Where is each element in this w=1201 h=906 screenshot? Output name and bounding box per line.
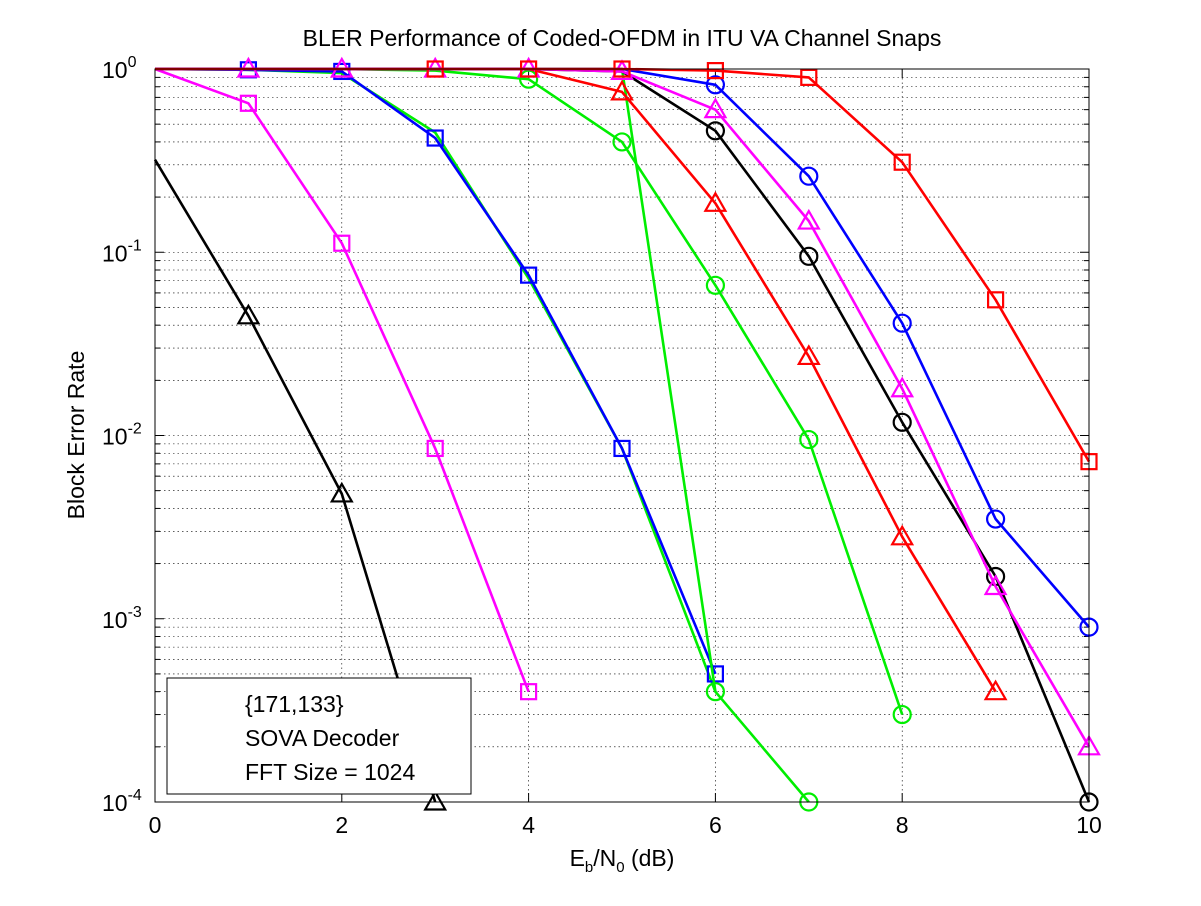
axis-ticks: 0 2 4 6 8 10 100 10-1 10-2 10-3 10-4	[102, 54, 1102, 838]
data-point-circle	[705, 682, 726, 702]
data-point-circle	[799, 246, 819, 266]
data-point-triangle	[236, 303, 261, 325]
x-tick-label: 6	[709, 812, 722, 838]
data-point-triangle	[983, 574, 1008, 596]
annotation-line-2: SOVA Decoder	[245, 725, 400, 751]
series-line	[154, 67, 530, 693]
data-point-square	[239, 94, 257, 112]
data-point-triangle	[610, 79, 634, 101]
data-point-circle	[705, 275, 726, 295]
data-point-circle	[892, 313, 912, 333]
y-tick-label: 100	[102, 54, 137, 83]
x-tick-label: 8	[896, 812, 909, 838]
data-point-square	[706, 665, 725, 683]
data-point-triangle	[890, 376, 915, 398]
data-point-square	[800, 68, 818, 86]
annotation-line-3: FFT Size = 1024	[245, 759, 415, 785]
annotation-line-1: {171,133}	[245, 691, 344, 717]
y-tick-label: 10-3	[102, 604, 142, 633]
data-point-circle	[985, 509, 1006, 529]
data-point-square	[986, 291, 1005, 309]
data-point-square	[519, 266, 538, 284]
data-point-circle	[612, 132, 632, 152]
series-2	[154, 67, 538, 701]
annotation-box: {171,133} SOVA Decoder FFT Size = 1024	[166, 677, 472, 795]
plot-frame	[154, 68, 1090, 803]
data-point-circle	[799, 166, 819, 186]
data-point-triangle	[703, 191, 728, 212]
data-point-triangle	[890, 524, 915, 546]
x-axis-label-mid: /N	[593, 845, 616, 871]
x-tick-label: 0	[149, 812, 162, 838]
x-axis-label-base: E	[570, 845, 585, 871]
data-point-triangle	[796, 208, 821, 230]
chart-title: BLER Performance of Coded-OFDM in ITU VA…	[303, 25, 942, 51]
y-tick-label: 10-2	[102, 421, 142, 450]
x-tick-label: 4	[522, 812, 535, 838]
data-point-square	[613, 439, 631, 458]
data-point-triangle	[703, 97, 728, 119]
data-point-square	[893, 153, 911, 171]
x-tick-label: 2	[335, 812, 348, 838]
y-axis-label: Block Error Rate	[63, 351, 89, 520]
annotation-frame	[166, 677, 472, 795]
series-1	[153, 159, 448, 811]
data-point-square	[426, 439, 444, 458]
data-point-triangle	[423, 789, 448, 811]
data-point-circle	[892, 704, 912, 725]
data-point-circle	[705, 75, 726, 95]
data-point-triangle	[983, 679, 1008, 701]
data-point-circle	[799, 429, 819, 450]
data-point-circle	[705, 121, 726, 141]
x-axis-label-sub-b: b	[585, 859, 593, 876]
x-tick-label: 10	[1076, 812, 1102, 838]
x-axis-label-tail: (dB)	[625, 845, 675, 871]
data-point-square	[519, 683, 538, 701]
data-point-square	[333, 234, 351, 252]
data-point-circle	[518, 69, 539, 89]
x-axis-label: Eb/N0 (dB)	[570, 845, 675, 876]
data-point-square	[706, 62, 725, 80]
data-point-triangle	[796, 344, 821, 366]
series-line	[153, 159, 437, 803]
y-tick-label: 10-4	[102, 787, 142, 816]
y-tick-label: 10-1	[102, 237, 142, 266]
data-point-square	[426, 129, 444, 147]
x-axis-label-sub-0: 0	[616, 859, 624, 876]
data-point-triangle	[329, 481, 354, 503]
data-point-circle	[892, 412, 912, 432]
